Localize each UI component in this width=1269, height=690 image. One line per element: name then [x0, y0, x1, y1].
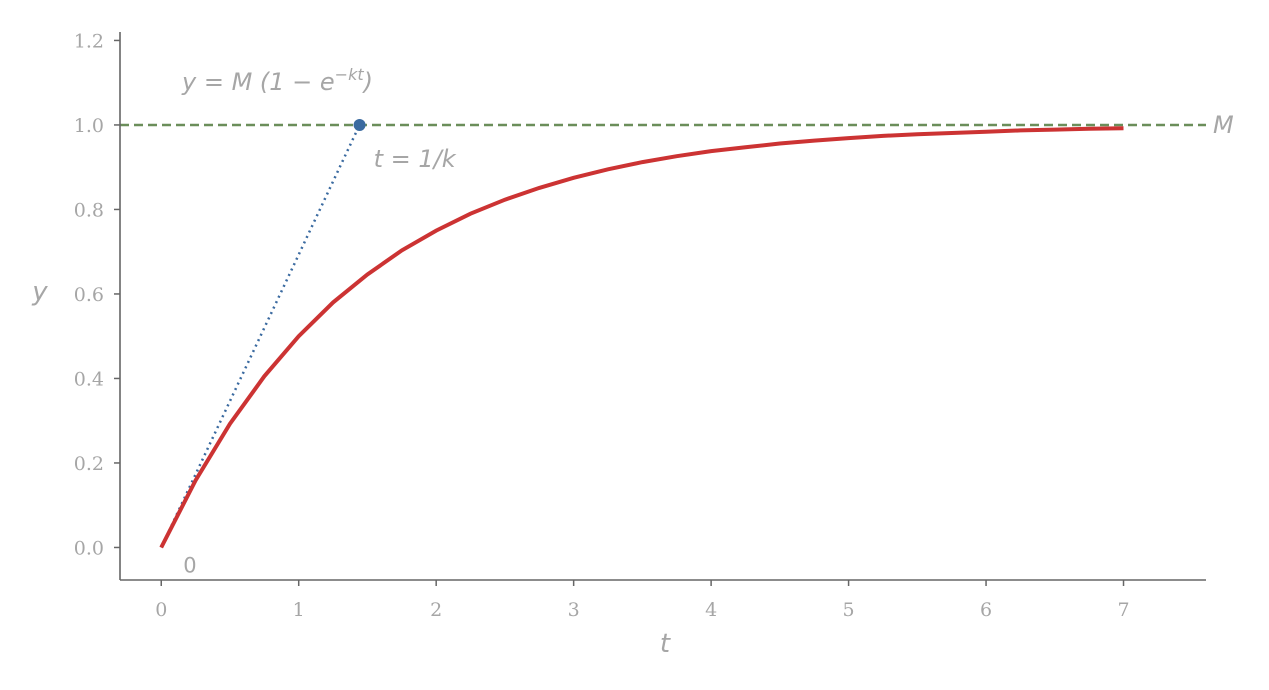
y-tick-label: 0.2 [74, 453, 104, 475]
x-axis-ticks: 0 1 2 3 4 5 6 7 [155, 580, 1130, 621]
x-tick-label: 1 [293, 599, 305, 621]
origin-label: 0 [183, 553, 196, 577]
y-tick-label: 1.2 [74, 30, 104, 52]
x-tick-label: 2 [430, 599, 442, 621]
y-axis-ticks: 0.0 0.2 0.4 0.6 0.8 1.0 1.2 [74, 30, 120, 559]
time-constant-point [353, 118, 366, 131]
asymptote-label: M [1213, 111, 1234, 139]
y-axis-title: y [31, 277, 48, 307]
y-tick-label: 0.4 [74, 368, 104, 390]
formula-exponent: −kt [335, 65, 365, 84]
x-tick-label: 3 [568, 599, 580, 621]
x-tick-label: 5 [843, 599, 855, 621]
x-tick-label: 0 [155, 599, 167, 621]
x-axis-title: t [660, 629, 671, 659]
y-tick-label: 1.0 [74, 115, 104, 137]
time-constant-label: t = 1/k [374, 145, 457, 173]
formula-lhs: y = M (1 − e [181, 68, 335, 96]
y-tick-label: 0.8 [74, 199, 104, 221]
formula-annotation: y = M (1 − e−kt) [181, 65, 373, 96]
x-tick-label: 4 [705, 599, 717, 621]
tangent-line [160, 124, 361, 548]
series-curve [159, 126, 1124, 549]
y-tick-label: 0.0 [74, 537, 104, 559]
y-tick-label: 0.6 [74, 284, 104, 306]
formula-rhs: ) [362, 68, 373, 96]
x-tick-label: 7 [1117, 599, 1129, 621]
x-tick-label: 6 [980, 599, 992, 621]
